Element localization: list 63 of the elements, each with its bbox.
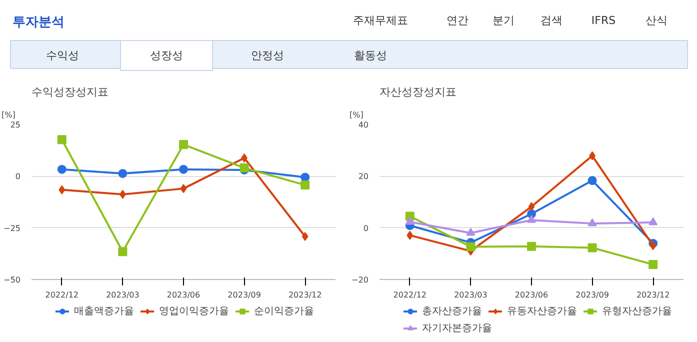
legend-label: 순이익증가율	[254, 305, 314, 318]
y-axis-title: [%]	[350, 110, 364, 120]
text: 분기	[492, 14, 514, 27]
point	[57, 164, 66, 174]
text: 활동성	[354, 49, 387, 62]
point	[300, 180, 310, 190]
x-tick-label: 2022/12	[45, 290, 79, 300]
x-tick-label: 2023/12	[636, 290, 670, 300]
point	[527, 214, 536, 223]
x-tick-label: 2023/09	[576, 290, 609, 300]
point	[588, 218, 597, 226]
point	[179, 140, 188, 150]
point	[118, 168, 128, 178]
point	[588, 243, 597, 252]
point	[118, 247, 128, 256]
point	[588, 176, 597, 186]
y-tick-label: 20	[358, 172, 369, 182]
chart-title: 자산성장성지표	[380, 86, 456, 98]
point	[648, 260, 658, 270]
text: 투자분석	[12, 15, 64, 30]
x-tick-label: 2023/03	[454, 290, 488, 300]
text: 성장성	[150, 49, 183, 62]
point	[180, 184, 187, 194]
y-tick-label: −25	[4, 224, 21, 233]
y-tick-label: 0	[363, 224, 369, 233]
text: 연간	[446, 14, 468, 27]
point	[648, 217, 658, 226]
point	[179, 164, 188, 174]
y-tick-label: 25	[10, 120, 21, 130]
y-tick-label: 0	[15, 172, 21, 182]
point	[466, 242, 476, 252]
point	[650, 241, 656, 250]
point	[57, 135, 66, 144]
legend-label: 유동자산증가율	[507, 305, 577, 318]
x-tick-label: 2023/06	[514, 290, 548, 300]
point	[302, 232, 308, 242]
point	[528, 202, 535, 212]
x-tick-label: 2022/12	[393, 290, 427, 300]
text: 주재무제표	[353, 14, 408, 27]
text: 수익성	[46, 49, 79, 62]
y-tick-label: 40	[358, 120, 369, 130]
y-tick-label: −20	[352, 276, 369, 284]
legend-label: 유형자산증가율	[602, 305, 672, 318]
y-axis-title: [%]	[2, 110, 16, 120]
point	[406, 230, 414, 240]
point	[527, 242, 536, 251]
x-tick-label: 2023/12	[288, 290, 322, 300]
legend-label: 매출액증가율	[74, 305, 134, 318]
text: IFRS	[591, 14, 616, 27]
text: 산식	[646, 14, 668, 27]
x-tick-label: 2023/09	[228, 290, 261, 300]
point	[405, 216, 414, 225]
x-tick-label: 2023/03	[106, 290, 140, 300]
text: 검색	[540, 14, 562, 27]
x-tick-label: 2023/06	[166, 290, 200, 300]
text: 안정성	[251, 49, 284, 62]
y-tick-label: −50	[4, 276, 21, 284]
legend-label: 영업이익증가율	[159, 305, 229, 318]
point	[58, 185, 66, 194]
legend-label: 총자산증가율	[422, 305, 482, 318]
legend-label: 자기자본증가율	[422, 322, 492, 335]
chart-title: 수익성장성지표	[32, 86, 108, 98]
point	[466, 228, 476, 236]
